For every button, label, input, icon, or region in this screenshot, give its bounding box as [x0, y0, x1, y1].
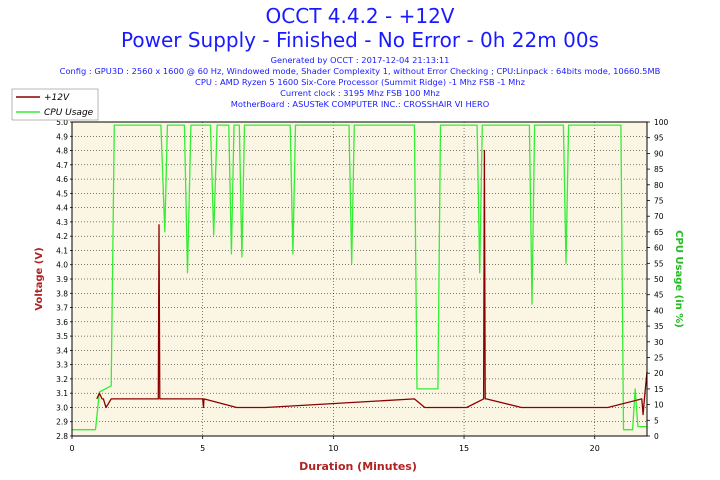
y2-tick-label: 60	[654, 244, 664, 253]
y2-tick-label: 15	[654, 385, 664, 394]
y2-tick-label: 30	[654, 338, 664, 347]
x-tick-label: 15	[459, 444, 469, 453]
y2-tick-label: 0	[654, 432, 659, 441]
legend-label-voltage: +12V	[44, 93, 70, 103]
y2-tick-label: 5	[654, 416, 659, 425]
y-tick-label: 4.9	[56, 132, 68, 141]
series-line-voltage	[96, 149, 648, 416]
series-line-cpu-usage	[72, 124, 647, 431]
y2-tick-label: 65	[654, 228, 664, 237]
y-tick-label: 4.3	[56, 218, 68, 227]
y2-tick-label: 100	[654, 118, 669, 127]
y-tick-label: 5.0	[56, 118, 68, 127]
y2-tick-label: 95	[654, 134, 664, 143]
y-tick-label: 3.7	[56, 304, 68, 313]
y2-tick-label: 90	[654, 149, 664, 158]
y-tick-label: 3.2	[56, 375, 68, 384]
y-tick-label: 2.8	[56, 432, 68, 441]
y2-tick-label: 80	[654, 181, 664, 190]
y-tick-label: 3.9	[56, 275, 68, 284]
y2-tick-label: 40	[654, 306, 664, 315]
y-tick-label: 4.5	[56, 189, 68, 198]
info-clock: Current clock : 3195 Mhz FSB 100 Mhz	[280, 88, 440, 98]
y-tick-label: 2.9	[56, 418, 68, 427]
chart-subtitle: Power Supply - Finished - No Error - 0h …	[121, 28, 599, 52]
y2-tick-label: 50	[654, 275, 664, 284]
y2-tick-label: 25	[654, 354, 664, 363]
legend: +12V CPU Usage	[11, 88, 99, 121]
y-tick-label: 3.6	[56, 318, 68, 327]
x-axis-ticks: 0 5 10 15 20	[69, 436, 600, 453]
info-config: Config : GPU3D : 2560 x 1600 @ 60 Hz, Wi…	[59, 66, 661, 76]
y2-tick-label: 10	[654, 401, 664, 410]
y-tick-label: 3.3	[56, 361, 68, 370]
y-tick-label: 3.4	[56, 346, 68, 355]
series-group	[72, 124, 648, 431]
y2-tick-label: 20	[654, 369, 664, 378]
y-tick-label: 4.8	[56, 147, 68, 156]
y-tick-label: 4.1	[56, 246, 68, 255]
y-tick-label: 4.0	[56, 261, 68, 270]
y-tick-label: 4.4	[56, 204, 68, 213]
y-tick-label: 4.2	[56, 232, 68, 241]
y-tick-label: 3.0	[56, 403, 68, 412]
y2-axis-label: CPU Usage (in %)	[673, 230, 684, 328]
y-tick-label: 4.7	[56, 161, 68, 170]
y-tick-label: 4.6	[56, 175, 68, 184]
y2-tick-label: 75	[654, 197, 664, 206]
x-axis-label: Duration (Minutes)	[299, 460, 417, 473]
x-tick-label: 20	[590, 444, 600, 453]
info-generated: Generated by OCCT : 2017-12-04 21:13:11	[270, 55, 450, 65]
y-tick-label: 3.5	[56, 332, 68, 341]
chart-title: OCCT 4.4.2 - +12V	[265, 4, 455, 28]
y-tick-label: 3.1	[56, 389, 68, 398]
y2-tick-label: 45	[654, 291, 664, 300]
legend-label-cpu: CPU Usage	[44, 108, 94, 118]
y2-tick-label: 85	[654, 165, 664, 174]
x-tick-label: 0	[69, 444, 74, 453]
legend-box	[11, 88, 99, 121]
x-tick-label: 5	[200, 444, 205, 453]
y-axis-label: Voltage (V)	[34, 247, 45, 310]
y2-tick-label: 35	[654, 322, 664, 331]
info-motherboard: MotherBoard : ASUSTeK COMPUTER INC.: CRO…	[230, 99, 490, 109]
y2-tick-label: 70	[654, 212, 664, 221]
x-tick-label: 10	[328, 444, 338, 453]
y-tick-label: 3.8	[56, 289, 68, 298]
y-axis-ticks: 2.8 2.9 3.0 3.1 3.2 3.3 3.4 3.5 3.6 3.7 3.8 3.9 4.0 4…	[56, 118, 72, 441]
info-cpu: CPU : AMD Ryzen 5 1600 Six-Core Processo…	[195, 77, 525, 87]
y2-tick-label: 55	[654, 259, 664, 268]
y2-axis-ticks: 0 5 10 15 20 25 30 35 40 45 50 55 60 65 70 75 80 85 90 95 10…	[647, 118, 669, 441]
